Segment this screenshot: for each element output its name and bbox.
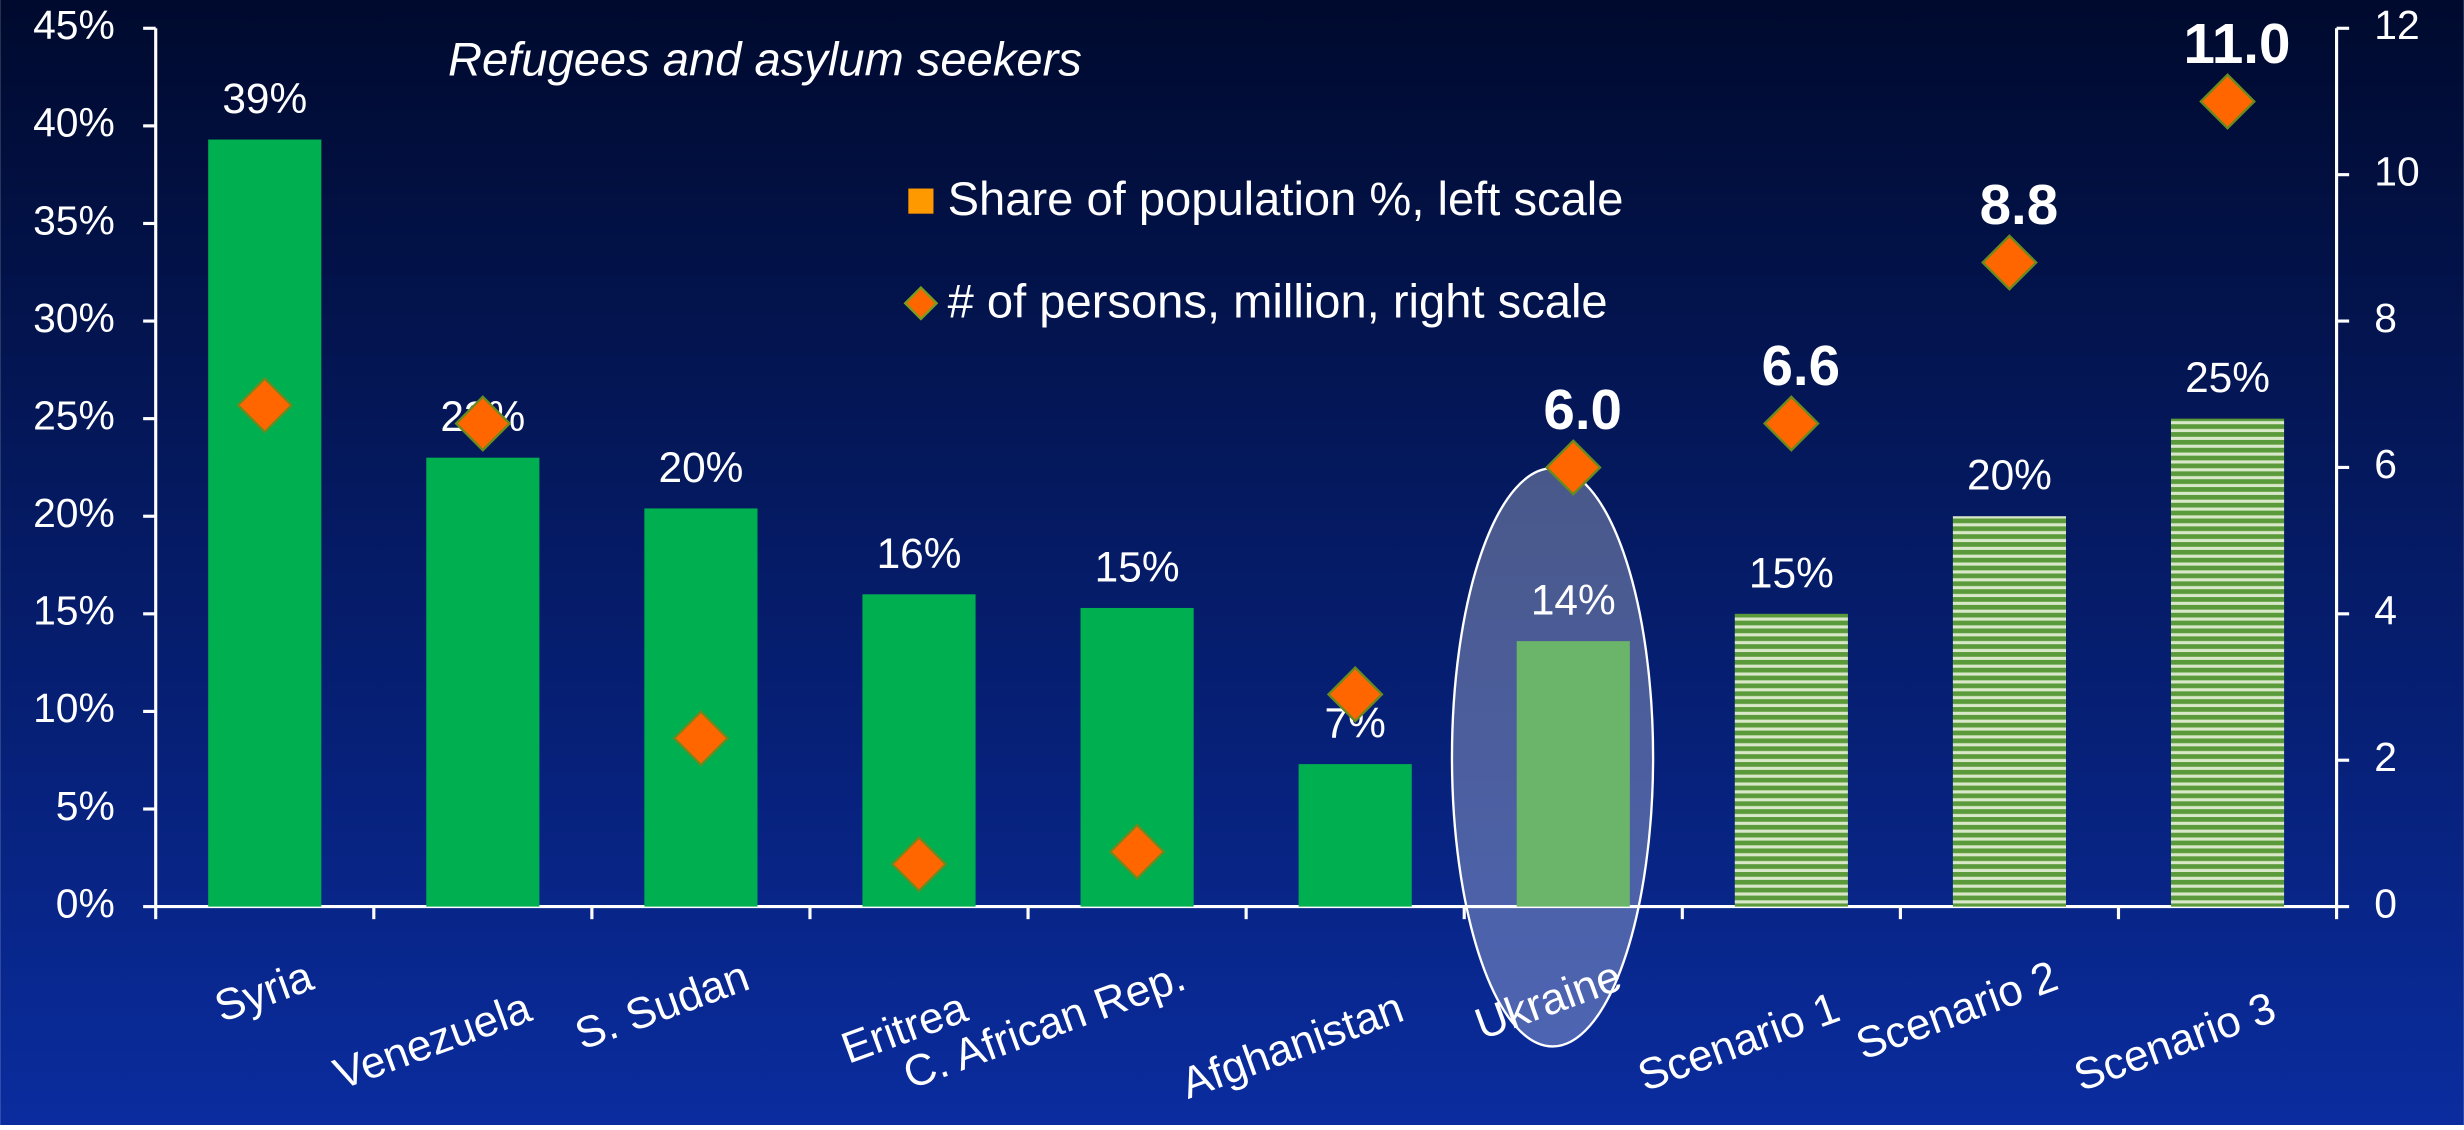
y2-tick-label: 4 [2374, 588, 2397, 634]
y2-tick-label: 6 [2374, 441, 2397, 487]
y-tick-label: 45% [33, 2, 115, 48]
y-tick-label: 10% [33, 685, 115, 731]
y2-tick-label: 2 [2374, 734, 2397, 780]
diamond-marker [236, 376, 294, 434]
legend-label: # of persons, million, right scale [948, 274, 1608, 327]
bar [644, 508, 758, 907]
diamond-marker [1108, 823, 1166, 881]
y-tick-label: 25% [33, 392, 115, 438]
bar-label: 15% [1095, 543, 1180, 590]
bar-label: 14% [1531, 577, 1616, 624]
y-tick-label: 30% [33, 295, 115, 341]
diamond-marker [454, 395, 512, 452]
diamond-marker [672, 709, 730, 767]
legend-swatch [908, 188, 934, 214]
marker-label: 6.0 [1543, 378, 1622, 441]
bar [1734, 613, 1848, 907]
bar [208, 139, 322, 907]
diamond-marker [1762, 395, 1820, 452]
diamond-marker [2199, 73, 2256, 130]
marker-label: 11.0 [2183, 12, 2290, 75]
y2-tick-label: 0 [2374, 880, 2397, 926]
bar-label: 39% [222, 75, 307, 122]
bar-label: 15% [1749, 549, 1834, 596]
bar-label: 20% [658, 444, 743, 491]
marker-label: 6.6 [1761, 334, 1840, 397]
y-tick-label: 40% [33, 100, 115, 146]
diamond-marker [1326, 665, 1384, 723]
y2-tick-label: 12 [2374, 2, 2419, 48]
y-tick-label: 35% [33, 197, 115, 243]
y-tick-label: 15% [33, 588, 115, 634]
bar-label: 20% [1967, 452, 2052, 499]
subtitle: Refugees and asylum seekers [448, 32, 1082, 85]
marker-label: 8.8 [1980, 173, 2059, 236]
y2-tick-label: 8 [2374, 295, 2397, 341]
bar [1952, 516, 2067, 907]
bar-label: 16% [877, 530, 962, 577]
highlight-ellipse [1450, 467, 1655, 1048]
y-tick-label: 0% [56, 880, 115, 926]
bar-label: 25% [2185, 354, 2270, 401]
bar [1298, 764, 1412, 907]
legend-swatch [903, 285, 939, 321]
diamond-marker [1544, 439, 1602, 496]
diamond-marker [1981, 234, 2038, 291]
diamond-marker [890, 835, 948, 893]
legend-label: Share of population %, left scale [948, 172, 1624, 225]
y-tick-label: 20% [33, 490, 115, 536]
y-tick-label: 5% [56, 783, 115, 829]
y2-tick-label: 10 [2374, 148, 2419, 194]
bar [2170, 418, 2285, 907]
bar [426, 457, 540, 907]
bar [1516, 641, 1630, 907]
plot: 0% 5% 10% 15% 20% 25% 30% 35% 40% 45% 0 2 4 6 8 10 12 39%… [33, 2, 2420, 926]
